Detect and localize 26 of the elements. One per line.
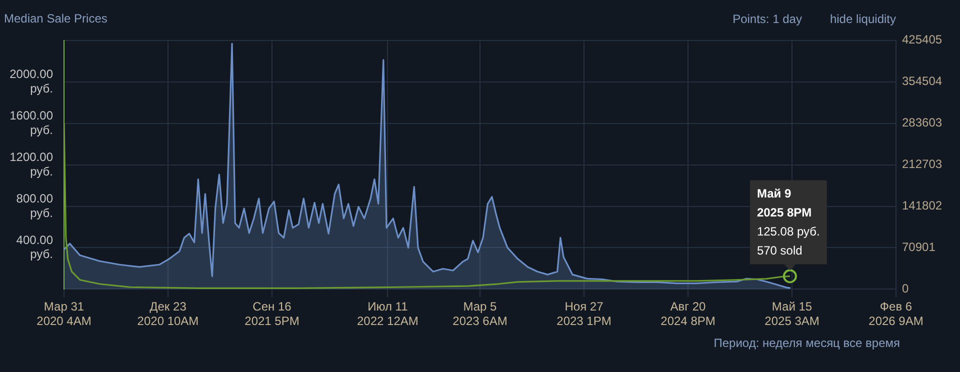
- x-tick-label: Ноя 27 2023 1PM: [556, 300, 612, 328]
- y-tick-label: 800.00 руб.: [16, 191, 54, 220]
- x-tick-label: Май 15 2025 3AM: [764, 300, 820, 328]
- y2-tick-label: 283603: [902, 116, 942, 130]
- y-tick-label: 1200.00 руб.: [10, 150, 54, 178]
- text: Points: 1 day: [732, 12, 802, 26]
- x-tick-label: Фев 6 2026 9AM: [868, 300, 924, 328]
- x-tick-label: Июл 11 2022 12AM: [356, 300, 418, 328]
- annotation: Май 9 2025 8PM 125.08 руб. 570 sold: [756, 186, 820, 258]
- y2-tick-label: 212703: [902, 157, 942, 172]
- x-tick-label: Мар 31 2020 4AM: [36, 300, 92, 328]
- x-tick-label: Авг 20 2024 8PM: [660, 300, 716, 328]
- chart-title: Median Sale Prices: [4, 12, 108, 26]
- y2-tick-label: 70901: [902, 240, 936, 254]
- x-tick-label: Дек 23 2020 10AM: [137, 300, 199, 328]
- text: hide liquidity: [830, 12, 896, 26]
- y2-tick-label: 425405: [902, 32, 942, 47]
- y-tick-label: 1600.00 руб.: [10, 108, 54, 137]
- x-tick-label: Сен 16 2021 5PM: [244, 300, 300, 328]
- y2-tick-label: 354504: [902, 74, 942, 88]
- y-tick-label: 400.00 руб.: [16, 232, 54, 262]
- y2-tick-label: 0: [902, 282, 909, 296]
- x-tick-label: Мар 5 2023 6AM: [452, 300, 508, 328]
- y2-tick-label: 141802: [902, 198, 942, 213]
- y-tick-label: 2000.00 руб.: [10, 66, 54, 96]
- text: Период: неделя месяц все время: [714, 336, 900, 350]
